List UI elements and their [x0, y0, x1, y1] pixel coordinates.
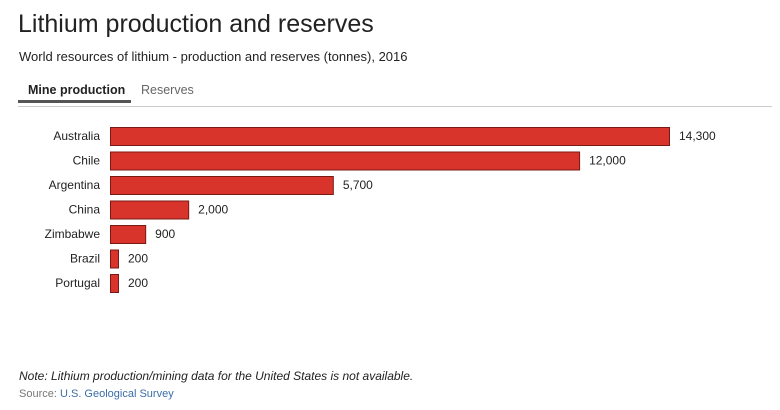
category-label: Portugal — [55, 276, 100, 290]
bar[interactable] — [110, 151, 581, 171]
chart-title: Lithium production and reserves — [18, 10, 374, 38]
source: Source: U.S. Geological Survey — [19, 388, 174, 400]
value-label: 200 — [128, 276, 148, 290]
value-label: 2,000 — [198, 203, 228, 217]
tab-mine-production[interactable]: Mine production — [18, 83, 131, 103]
bar[interactable] — [110, 127, 670, 146]
category-label: Zimbabwe — [45, 227, 101, 241]
source-link[interactable]: U.S. Geological Survey — [59, 388, 174, 400]
value-label: 14,300 — [679, 129, 716, 143]
tab-bar: Mine production Reserves — [18, 80, 772, 107]
value-label: 200 — [128, 252, 148, 266]
tab-reserves[interactable]: Reserves — [141, 83, 194, 97]
bar[interactable] — [110, 225, 147, 244]
value-label: 5,700 — [343, 178, 373, 192]
value-label: 12,000 — [589, 154, 626, 168]
category-label: Brazil — [70, 252, 100, 266]
bar[interactable] — [110, 176, 334, 195]
source-label: Source: — [19, 388, 57, 400]
note: Note: Lithium production/mining data for… — [19, 369, 414, 383]
category-label: Chile — [73, 154, 101, 168]
category-label: Australia — [53, 129, 100, 143]
bar-chart: Australia 14,300 Chile 12,000 Argentina 5,700… — [45, 127, 716, 293]
bar[interactable] — [110, 249, 119, 269]
bar[interactable] — [110, 274, 119, 293]
category-label: Argentina — [49, 178, 101, 192]
chart-subtitle: World resources of lithium - production … — [19, 49, 408, 64]
bar[interactable] — [110, 200, 190, 220]
value-label: 900 — [155, 227, 175, 241]
category-label: China — [69, 203, 101, 217]
